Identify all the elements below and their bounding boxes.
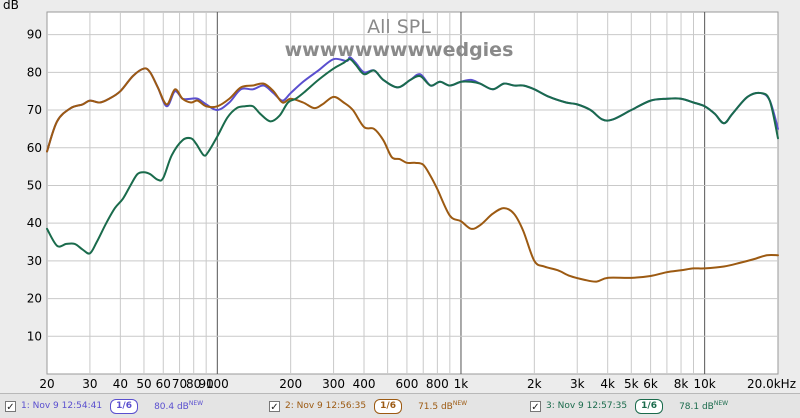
x-tick-label: 200 bbox=[279, 377, 302, 391]
series-line-2 bbox=[46, 67, 779, 283]
legend-item-3[interactable]: ✓ 3: Nov 9 12:57:35 1/6 78.1 dBNEW bbox=[530, 398, 728, 414]
plot-area bbox=[46, 11, 779, 375]
x-tick-label: 8k bbox=[674, 377, 689, 391]
x-tick-label: 2k bbox=[527, 377, 542, 391]
grid-lines bbox=[47, 12, 778, 374]
legend-label-2: 2: Nov 9 12:56:35 bbox=[285, 401, 367, 411]
x-tick-label: 40 bbox=[113, 377, 128, 391]
x-tick-label: 70 bbox=[172, 377, 187, 391]
x-tick-label: 50 bbox=[136, 377, 151, 391]
legend-checkbox-3[interactable]: ✓ bbox=[530, 400, 541, 413]
level-readout-1: 80.4 dBNEW bbox=[154, 400, 203, 412]
x-tick-label: 60 bbox=[156, 377, 171, 391]
y-tick-label: 80 bbox=[27, 65, 42, 79]
x-tick-label: 3k bbox=[570, 377, 585, 391]
x-tick-label: 4k bbox=[600, 377, 615, 391]
level-value-3: 78.1 dB bbox=[679, 402, 714, 412]
x-tick-label: 100 bbox=[206, 377, 229, 391]
y-axis: 10 20 30 40 50 60 70 80 90 bbox=[27, 28, 42, 344]
y-tick-label: 50 bbox=[27, 178, 42, 192]
y-axis-label: dB bbox=[3, 0, 19, 12]
x-tick-label: 20 bbox=[39, 377, 54, 391]
chart-subtitle: wwwwwwwwwedgies bbox=[285, 39, 514, 61]
x-tick-label: 20.0kHz bbox=[747, 377, 796, 391]
x-tick-label: 10k bbox=[694, 377, 716, 391]
x-tick-label: 5k bbox=[624, 377, 639, 391]
legend-label-3: 3: Nov 9 12:57:35 bbox=[546, 401, 628, 411]
y-tick-label: 40 bbox=[27, 216, 42, 230]
legend-item-1[interactable]: ✓ 1: Nov 9 12:54:41 1/6 80.4 dBNEW bbox=[5, 398, 203, 414]
chart-title: All SPL bbox=[367, 16, 431, 38]
x-tick-label: 600 bbox=[395, 377, 418, 391]
y-tick-label: 20 bbox=[27, 292, 42, 306]
level-value-2: 71.5 dB bbox=[418, 402, 453, 412]
x-tick-label: 30 bbox=[82, 377, 97, 391]
smoothing-badge-1[interactable]: 1/6 bbox=[110, 398, 139, 414]
y-tick-label: 70 bbox=[27, 103, 42, 117]
smoothing-badge-3[interactable]: 1/6 bbox=[635, 398, 664, 414]
legend-label-1: 1: Nov 9 12:54:41 bbox=[21, 401, 103, 411]
x-tick-label: 300 bbox=[322, 377, 345, 391]
y-tick-label: 10 bbox=[27, 329, 42, 343]
smoothing-badge-2[interactable]: 1/6 bbox=[374, 398, 403, 414]
level-badge-2: NEW bbox=[452, 400, 468, 407]
series-line-3 bbox=[46, 58, 779, 255]
level-value-1: 80.4 dB bbox=[154, 402, 189, 412]
y-tick-label: 30 bbox=[27, 254, 42, 268]
y-tick-label: 60 bbox=[27, 141, 42, 155]
x-tick-label: 800 bbox=[426, 377, 449, 391]
y-tick-label: 90 bbox=[27, 28, 42, 42]
x-tick-label: 80 bbox=[186, 377, 201, 391]
legend-item-2[interactable]: ✓ 2: Nov 9 12:56:35 1/6 71.5 dBNEW bbox=[269, 398, 467, 414]
x-tick-label: 400 bbox=[353, 377, 376, 391]
level-readout-2: 71.5 dBNEW bbox=[418, 400, 467, 412]
level-badge-3: NEW bbox=[713, 400, 729, 407]
level-badge-1: NEW bbox=[188, 400, 204, 407]
level-readout-3: 78.1 dBNEW bbox=[679, 400, 728, 412]
x-tick-label: 6k bbox=[643, 377, 658, 391]
legend-checkbox-1[interactable]: ✓ bbox=[5, 400, 16, 413]
legend-bar: ✓ 1: Nov 9 12:54:41 1/6 80.4 dBNEW ✓ 2: … bbox=[0, 393, 800, 418]
x-tick-label: 90 bbox=[199, 377, 214, 391]
x-tick-label: 1k bbox=[454, 377, 469, 391]
legend-checkbox-2[interactable]: ✓ bbox=[269, 400, 280, 413]
series-group bbox=[46, 56, 779, 283]
